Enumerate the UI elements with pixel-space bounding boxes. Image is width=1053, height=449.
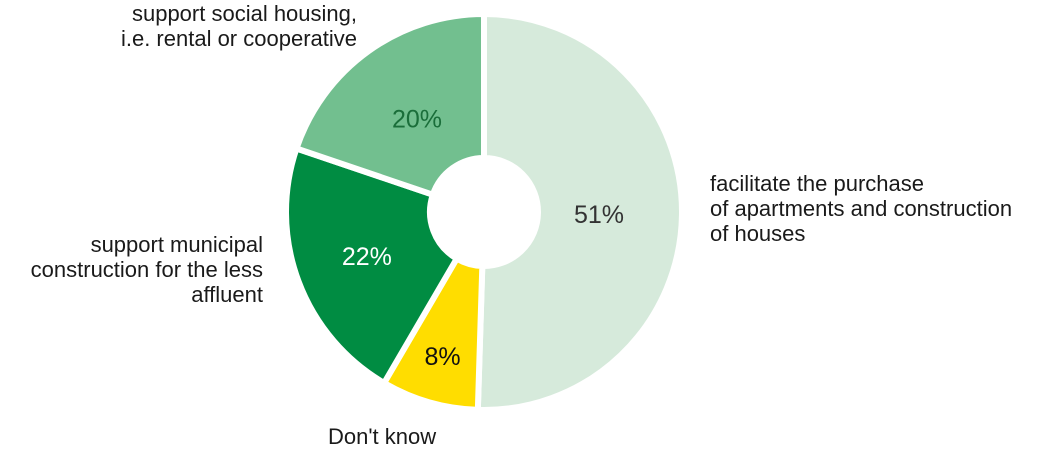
value-label: 8%	[424, 343, 460, 371]
label-social: support social housing, i.e. rental or c…	[121, 1, 357, 51]
slice-social	[292, 10, 487, 199]
label-line: support municipal	[90, 232, 263, 257]
value-label: 20%	[392, 106, 442, 134]
label-line: of houses	[710, 221, 806, 246]
label-line: of apartments and construction	[710, 196, 1013, 221]
slice-municipal	[283, 144, 461, 388]
label-line: i.e. rental or cooperative	[120, 26, 357, 51]
label-line: construction for the less	[30, 257, 263, 282]
label-line: affluent	[191, 282, 263, 307]
label-line: support social housing,	[131, 1, 357, 26]
value-label: 51%	[574, 201, 624, 229]
slice-purchase	[474, 10, 685, 413]
label-dont-know: Don't know	[328, 424, 436, 449]
label-municipal: support municipal construction for the l…	[31, 232, 263, 307]
label-purchase: facilitate the purchase of apartments an…	[710, 171, 1012, 246]
label-line: Don't know	[328, 424, 437, 449]
value-label: 22%	[342, 243, 392, 271]
label-line: facilitate the purchase	[710, 171, 925, 196]
